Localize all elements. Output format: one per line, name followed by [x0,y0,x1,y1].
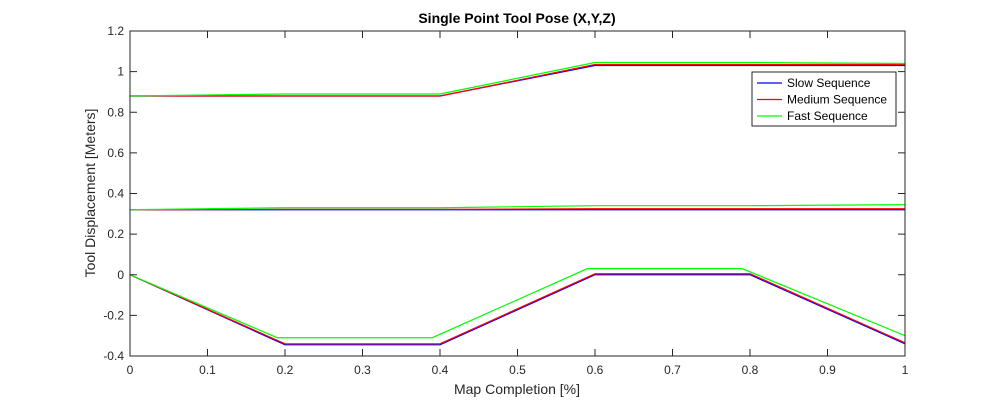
y-tick-label: 0.8 [107,105,124,119]
x-tick-label: 0.9 [819,363,836,377]
y-tick-label: 0.6 [107,146,124,160]
y-tick-label: -0.2 [103,308,124,322]
y-axis-label: Tool Displacement [Meters] [82,109,98,278]
legend-entry: Medium Sequence [787,93,887,107]
y-tick-label: 0.4 [107,187,124,201]
y-tick-label: 1 [117,65,124,79]
x-tick-label: 0.1 [199,363,216,377]
y-tick-label: 0.2 [107,227,124,241]
chart-title: Single Point Tool Pose (X,Y,Z) [418,10,615,26]
series-line-z-fast-sequence [129,268,906,339]
series-line-z-slow-sequence [129,274,906,346]
legend-entry: Slow Sequence [787,76,871,90]
y-tick-label: 1.2 [107,24,124,38]
x-axis-label: Map Completion [%] [454,381,580,397]
x-tick-label: 0.5 [509,363,526,377]
series-line-z-medium-sequence [129,273,906,345]
x-tick-label: 0.2 [277,363,294,377]
axes-layer: 0 0.1 0.2 0.3 0.4 0.5 0.6 0.7 0.8 0.9 1 -0.4 -0.2 0 0.… [103,24,908,377]
x-tick-label: 0 [127,363,134,377]
series-line-x-medium-sequence [130,63,905,97]
legend-entry: Fast Sequence [787,109,868,123]
y-tick-label: -0.4 [103,349,124,363]
legend: Slow Sequence Medium Sequence Fast Sequenc… [751,71,897,127]
series-line-y-fast-sequence [129,204,906,211]
series-line-y-medium-sequence [129,208,905,211]
series-line-x-fast-sequence [129,61,906,97]
x-tick-label: 0.4 [432,363,449,377]
x-tick-label: 0.3 [354,363,371,377]
y-tick-label: 0 [117,268,124,282]
series-layer [129,61,906,346]
x-tick-label: 1 [902,363,909,377]
x-tick-label: 0.6 [587,363,604,377]
x-tick-label: 0.8 [742,363,759,377]
x-tick-label: 0.7 [664,363,681,377]
